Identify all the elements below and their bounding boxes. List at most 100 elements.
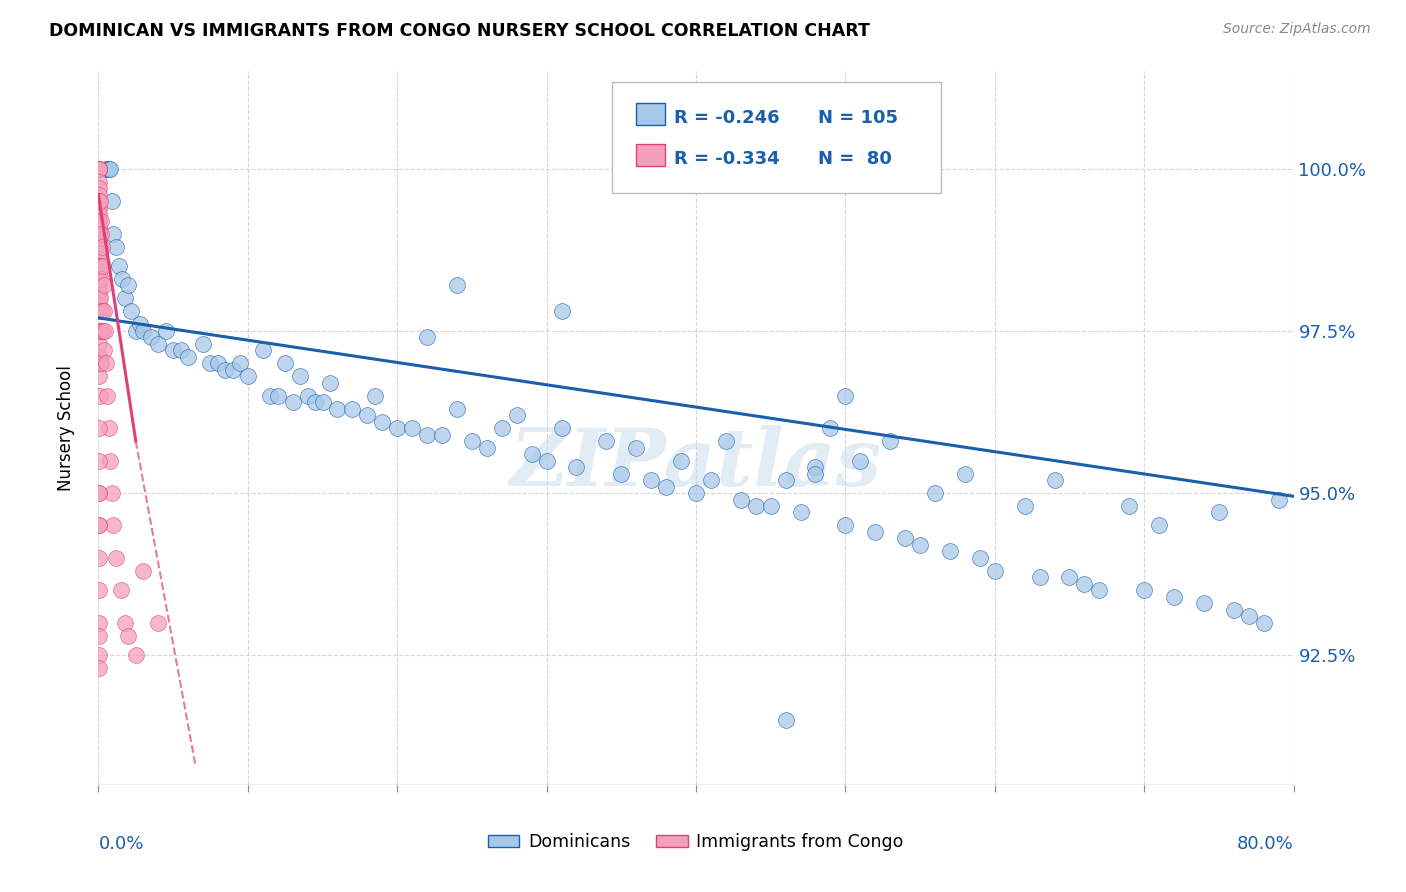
Point bbox=[89, 161, 111, 176]
Point bbox=[89, 615, 111, 630]
Point bbox=[669, 453, 692, 467]
Point bbox=[506, 408, 529, 422]
Point bbox=[89, 161, 111, 176]
Point bbox=[108, 259, 131, 273]
Point bbox=[969, 550, 991, 565]
Point bbox=[89, 453, 111, 467]
Point bbox=[446, 278, 468, 293]
Text: N = 105: N = 105 bbox=[818, 110, 898, 128]
Point bbox=[90, 213, 112, 227]
Point bbox=[89, 259, 111, 273]
Point bbox=[117, 278, 139, 293]
Point bbox=[1163, 590, 1185, 604]
Point bbox=[98, 453, 122, 467]
Point bbox=[297, 389, 319, 403]
Point bbox=[89, 518, 111, 533]
Point bbox=[610, 467, 633, 481]
Point bbox=[356, 408, 378, 422]
Point bbox=[834, 518, 856, 533]
Point bbox=[89, 220, 111, 235]
Point bbox=[267, 389, 290, 403]
Point bbox=[94, 161, 117, 176]
Point bbox=[89, 246, 111, 260]
Point bbox=[274, 356, 297, 370]
Point bbox=[111, 272, 134, 286]
Point bbox=[125, 324, 148, 338]
FancyBboxPatch shape bbox=[613, 82, 941, 193]
Point bbox=[1147, 518, 1170, 533]
Point bbox=[89, 207, 111, 221]
Point bbox=[90, 259, 112, 273]
Point bbox=[90, 227, 112, 241]
Point bbox=[89, 389, 111, 403]
Point bbox=[401, 421, 423, 435]
Point bbox=[105, 239, 128, 253]
Point bbox=[114, 615, 136, 630]
Point bbox=[155, 324, 177, 338]
Point bbox=[89, 324, 111, 338]
Point bbox=[200, 356, 222, 370]
Point bbox=[89, 278, 111, 293]
Point bbox=[1237, 609, 1260, 624]
Point bbox=[371, 415, 394, 429]
Point bbox=[214, 363, 236, 377]
Point bbox=[89, 227, 111, 241]
Point bbox=[1014, 499, 1036, 513]
Point bbox=[730, 492, 752, 507]
FancyBboxPatch shape bbox=[637, 145, 665, 166]
Point bbox=[259, 389, 281, 403]
Text: 80.0%: 80.0% bbox=[1237, 835, 1294, 853]
Point bbox=[91, 259, 114, 273]
Point bbox=[775, 473, 797, 487]
Point bbox=[984, 564, 1007, 578]
Point bbox=[101, 486, 124, 500]
Point bbox=[120, 304, 142, 318]
Point bbox=[96, 161, 118, 176]
Point bbox=[89, 239, 111, 253]
Point bbox=[89, 421, 111, 435]
Point bbox=[91, 324, 114, 338]
Point bbox=[117, 629, 139, 643]
Point bbox=[89, 298, 111, 312]
Point bbox=[745, 499, 768, 513]
Point bbox=[281, 395, 304, 409]
Point bbox=[105, 550, 128, 565]
Point bbox=[90, 356, 112, 370]
Point bbox=[89, 304, 111, 318]
Point bbox=[865, 524, 887, 539]
Point bbox=[714, 434, 737, 449]
Point bbox=[655, 479, 678, 493]
Point bbox=[894, 532, 917, 546]
Point bbox=[89, 518, 111, 533]
Point bbox=[849, 453, 872, 467]
Point bbox=[1059, 570, 1081, 584]
Point bbox=[1043, 473, 1066, 487]
Point bbox=[191, 336, 214, 351]
Point bbox=[89, 181, 111, 195]
Point bbox=[125, 648, 148, 663]
Point bbox=[89, 272, 111, 286]
Point bbox=[520, 447, 543, 461]
Point bbox=[90, 324, 112, 338]
Point bbox=[89, 161, 111, 176]
Point bbox=[229, 356, 252, 370]
Point bbox=[311, 395, 333, 409]
Point bbox=[89, 350, 111, 364]
Point bbox=[416, 330, 439, 344]
Point bbox=[129, 318, 152, 332]
Point bbox=[89, 161, 111, 176]
Point bbox=[89, 252, 111, 267]
Point bbox=[430, 427, 453, 442]
Point bbox=[90, 304, 112, 318]
Point bbox=[148, 615, 170, 630]
Point bbox=[924, 486, 946, 500]
Point bbox=[1133, 583, 1156, 598]
Point bbox=[1118, 499, 1140, 513]
Point bbox=[89, 201, 111, 215]
Point bbox=[326, 401, 349, 416]
Text: N =  80: N = 80 bbox=[818, 150, 891, 168]
Point bbox=[89, 161, 111, 176]
Point bbox=[89, 259, 111, 273]
Point bbox=[640, 473, 662, 487]
Point bbox=[236, 369, 259, 384]
